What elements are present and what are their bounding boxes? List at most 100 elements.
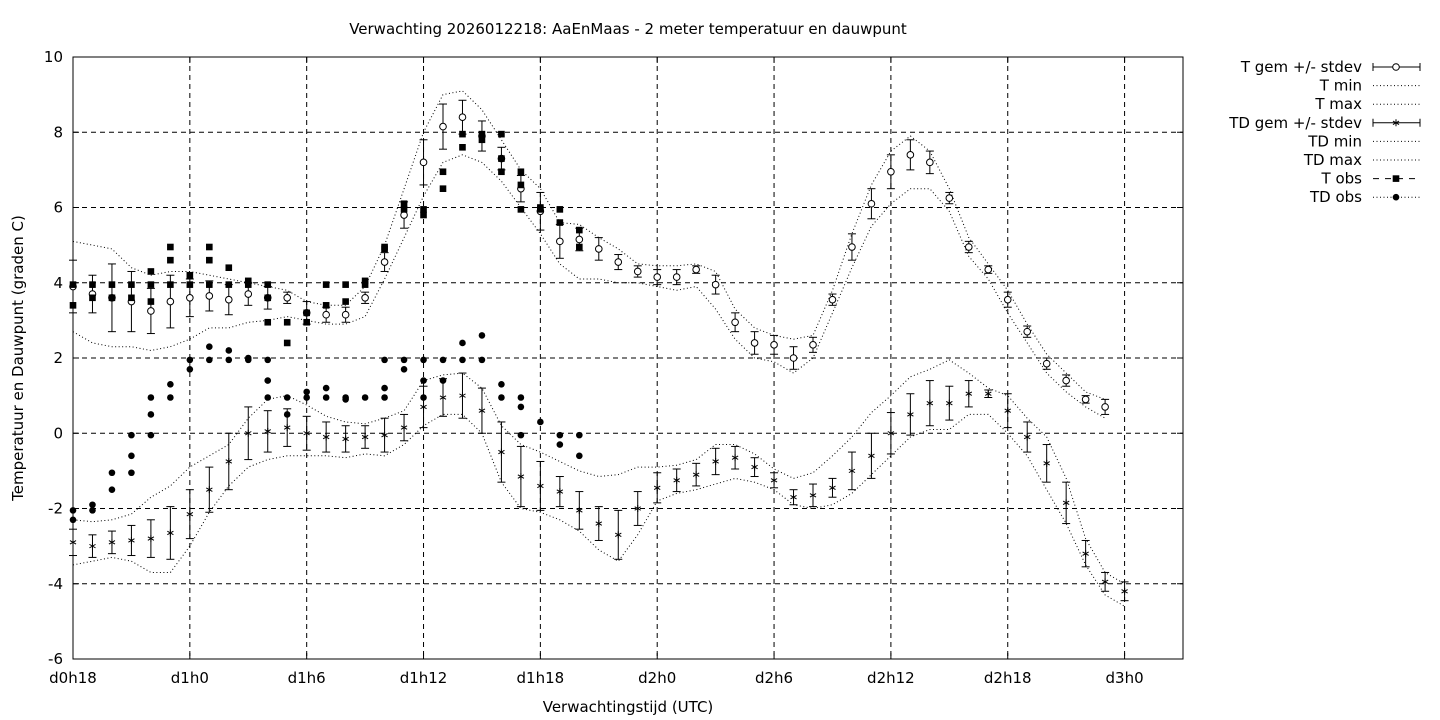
- data-point: [750, 339, 759, 347]
- data-point: [614, 531, 622, 539]
- star-stroke: [848, 468, 856, 474]
- data-point: [400, 356, 408, 364]
- data-point: [303, 388, 310, 396]
- data-point: [224, 295, 233, 304]
- data-point: [147, 268, 155, 275]
- data-point: [303, 394, 310, 401]
- data-point: [420, 394, 427, 401]
- data-point: [498, 168, 505, 176]
- star-stroke: [264, 429, 272, 434]
- legend-label: TD gem +/- stdev: [1228, 114, 1362, 132]
- star-stroke: [634, 506, 642, 511]
- data-point: [867, 199, 876, 208]
- data-point: [147, 307, 155, 315]
- data-point: [128, 536, 135, 544]
- star-stroke: [1392, 120, 1400, 125]
- star-stroke: [653, 485, 661, 490]
- data-point: [186, 294, 194, 302]
- data-point: [439, 122, 447, 131]
- data-point: [167, 243, 174, 251]
- data-point: [478, 332, 486, 339]
- data-point: [283, 394, 291, 401]
- data-point: [381, 394, 388, 401]
- data-point: [926, 158, 934, 167]
- star-stroke: [926, 400, 934, 406]
- data-point: [1062, 499, 1070, 507]
- x-tick-label: d1h12: [400, 669, 448, 687]
- data-point: [225, 347, 233, 354]
- star-stroke: [381, 432, 388, 438]
- data-point: [225, 457, 233, 465]
- data-point: [1004, 407, 1012, 415]
- data-point: [128, 294, 135, 302]
- data-point: [167, 281, 174, 288]
- y-tick-label: 6: [53, 199, 63, 217]
- data-point: [361, 394, 369, 401]
- legend-item: TD obs: [1309, 188, 1420, 206]
- data-point: [946, 399, 953, 407]
- data-point: [1101, 578, 1109, 586]
- data-point: [244, 281, 252, 288]
- data-point: [848, 467, 856, 475]
- star-stroke: [809, 493, 817, 498]
- star-stroke: [400, 425, 408, 430]
- data-point: [420, 356, 427, 364]
- data-point: [322, 384, 330, 392]
- data-point: [1081, 395, 1090, 404]
- data-point: [147, 298, 155, 305]
- data-point: [400, 206, 408, 213]
- data-point: [1043, 459, 1050, 467]
- data-point: [420, 403, 427, 411]
- data-point: [614, 258, 623, 266]
- data-point: [264, 427, 272, 435]
- data-point: [322, 310, 330, 319]
- series-line: [72, 90, 1106, 400]
- star-stroke: [69, 540, 77, 545]
- x-tick-label: d3h0: [1106, 669, 1144, 687]
- data-point: [303, 309, 310, 317]
- data-point: [167, 529, 174, 537]
- data-point: [225, 281, 233, 288]
- data-point: [69, 516, 77, 524]
- legend-item: T max: [1314, 95, 1420, 113]
- star-stroke: [439, 395, 447, 400]
- data-point: [206, 343, 213, 351]
- star-stroke: [770, 478, 778, 483]
- data-point: [459, 144, 466, 151]
- x-tick-label: d2h6: [755, 669, 793, 687]
- data-point: [498, 394, 505, 401]
- data-point: [108, 469, 116, 477]
- series-2: [72, 90, 1106, 400]
- data-point: [556, 488, 564, 496]
- data-point: [594, 245, 603, 253]
- x-tick-label: d2h12: [867, 669, 915, 687]
- data-point: [69, 538, 77, 546]
- data-point: [89, 507, 96, 514]
- data-point: [147, 394, 155, 401]
- data-point: [517, 181, 525, 189]
- data-point: [186, 356, 194, 364]
- data-point: [361, 281, 369, 288]
- star-stroke: [1043, 461, 1050, 466]
- data-point: [108, 538, 116, 546]
- star-stroke: [147, 536, 155, 541]
- series-3: [69, 372, 1129, 602]
- data-point: [128, 452, 135, 460]
- chart-title: Verwachting 2026012218: AaEnMaas - 2 met…: [349, 20, 907, 38]
- data-point: [556, 237, 564, 246]
- legend-label: TD obs: [1309, 188, 1362, 206]
- data-point: [633, 267, 642, 276]
- star-stroke: [673, 478, 680, 483]
- data-point: [108, 294, 116, 302]
- legend-marker: [1392, 193, 1400, 201]
- series-line: [72, 154, 1106, 419]
- y-tick-label: 4: [53, 274, 63, 292]
- data-point: [712, 457, 719, 465]
- data-point: [575, 235, 584, 244]
- star-stroke: [478, 408, 486, 413]
- data-point: [478, 356, 486, 364]
- data-point: [283, 294, 292, 302]
- data-point: [400, 200, 408, 208]
